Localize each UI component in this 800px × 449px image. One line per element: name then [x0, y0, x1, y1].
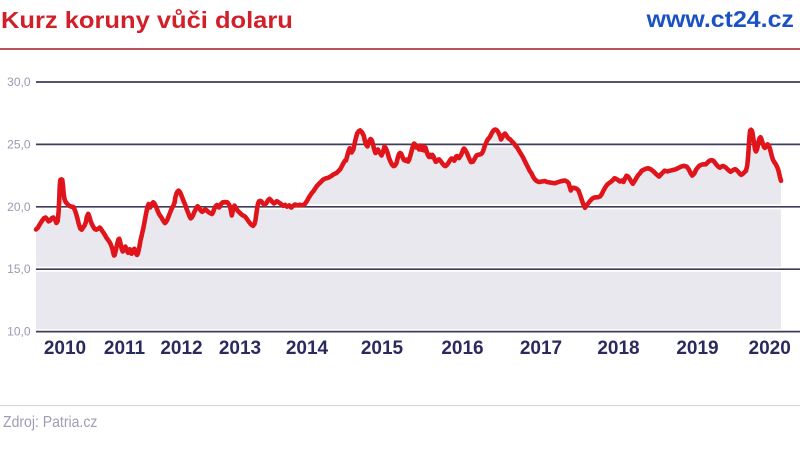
svg-text:2011: 2011	[104, 338, 146, 359]
svg-text:2018: 2018	[597, 338, 639, 359]
svg-text:2020: 2020	[749, 338, 791, 359]
svg-text:25,0: 25,0	[7, 137, 31, 151]
svg-text:30,0: 30,0	[7, 75, 31, 89]
svg-text:2014: 2014	[286, 338, 329, 359]
svg-text:20,0: 20,0	[7, 200, 31, 214]
svg-text:2019: 2019	[676, 338, 718, 359]
svg-text:2010: 2010	[44, 338, 86, 359]
svg-text:2012: 2012	[160, 338, 202, 359]
svg-text:2013: 2013	[219, 338, 261, 359]
svg-text:2017: 2017	[520, 338, 562, 359]
svg-text:2015: 2015	[361, 338, 404, 359]
svg-text:2016: 2016	[441, 338, 483, 359]
svg-text:10,0: 10,0	[7, 325, 31, 339]
svg-text:15,0: 15,0	[7, 262, 31, 276]
